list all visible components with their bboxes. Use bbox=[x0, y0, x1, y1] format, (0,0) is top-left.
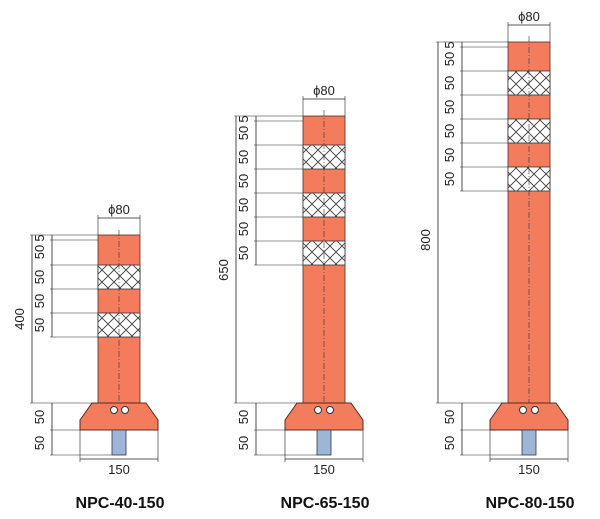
dim-label: 50 bbox=[236, 174, 251, 188]
dim-label: 5 bbox=[442, 41, 457, 48]
base-width-label: 150 bbox=[518, 462, 540, 477]
dim-label: 50 bbox=[32, 410, 47, 424]
base-width-label: 150 bbox=[313, 462, 335, 477]
anchor-bolt bbox=[521, 429, 537, 456]
dim-label: 50 bbox=[236, 150, 251, 164]
dim-label: 50 bbox=[32, 318, 47, 332]
dim-label: 50 bbox=[442, 410, 457, 424]
dim-label: 50 bbox=[32, 270, 47, 284]
post-npc-80-150: 800 5 50 50 50 50 50 50 50 50 ϕ80 150 NP… bbox=[418, 9, 575, 512]
bolt-icon bbox=[314, 406, 322, 414]
dim-label: 50 bbox=[442, 76, 457, 90]
dim-label: 5 bbox=[32, 234, 47, 241]
dim-label: 50 bbox=[236, 246, 251, 260]
height-label: 800 bbox=[418, 229, 433, 251]
bolt-icon bbox=[121, 406, 129, 414]
dim-label: 50 bbox=[236, 410, 251, 424]
dim-label: 50 bbox=[236, 436, 251, 450]
dim-label: 50 bbox=[442, 52, 457, 66]
dim-label: 5 bbox=[236, 115, 251, 122]
dim-label: 50 bbox=[442, 148, 457, 162]
base-width-label: 150 bbox=[108, 462, 130, 477]
model-title: NPC-40-150 bbox=[76, 495, 165, 512]
dim-label: 50 bbox=[236, 222, 251, 236]
dim-label: 50 bbox=[236, 126, 251, 140]
dim-label: 50 bbox=[236, 198, 251, 212]
dim-label: 50 bbox=[442, 436, 457, 450]
dim-label: 50 bbox=[32, 294, 47, 308]
post-base bbox=[284, 402, 364, 431]
anchor-bolt bbox=[316, 429, 332, 456]
height-label: 400 bbox=[12, 308, 27, 330]
model-title: NPC-80-150 bbox=[486, 495, 575, 512]
post-base bbox=[489, 402, 569, 431]
model-title: NPC-65-150 bbox=[281, 495, 370, 512]
dim-label: 50 bbox=[32, 436, 47, 450]
bolt-icon bbox=[110, 406, 118, 414]
diameter-label: ϕ80 bbox=[108, 202, 130, 217]
bolt-icon bbox=[519, 406, 527, 414]
bolt-icon bbox=[326, 406, 334, 414]
dim-label: 50 bbox=[442, 124, 457, 138]
diameter-label: ϕ80 bbox=[313, 83, 335, 98]
height-label: 650 bbox=[216, 259, 231, 281]
anchor-bolt bbox=[111, 429, 127, 456]
post-npc-65-150: 650 5 50 50 50 50 50 50 50 50 ϕ80 150 NP… bbox=[216, 83, 370, 512]
post-base bbox=[79, 402, 159, 431]
dim-label: 50 bbox=[442, 100, 457, 114]
post-npc-40-150: 400 5 50 50 50 50 50 50 ϕ80 150 NPC-40-1… bbox=[12, 202, 165, 512]
dim-label: 50 bbox=[442, 172, 457, 186]
bolt-icon bbox=[531, 406, 539, 414]
dim-label: 50 bbox=[32, 245, 47, 259]
diameter-label: ϕ80 bbox=[518, 9, 540, 24]
